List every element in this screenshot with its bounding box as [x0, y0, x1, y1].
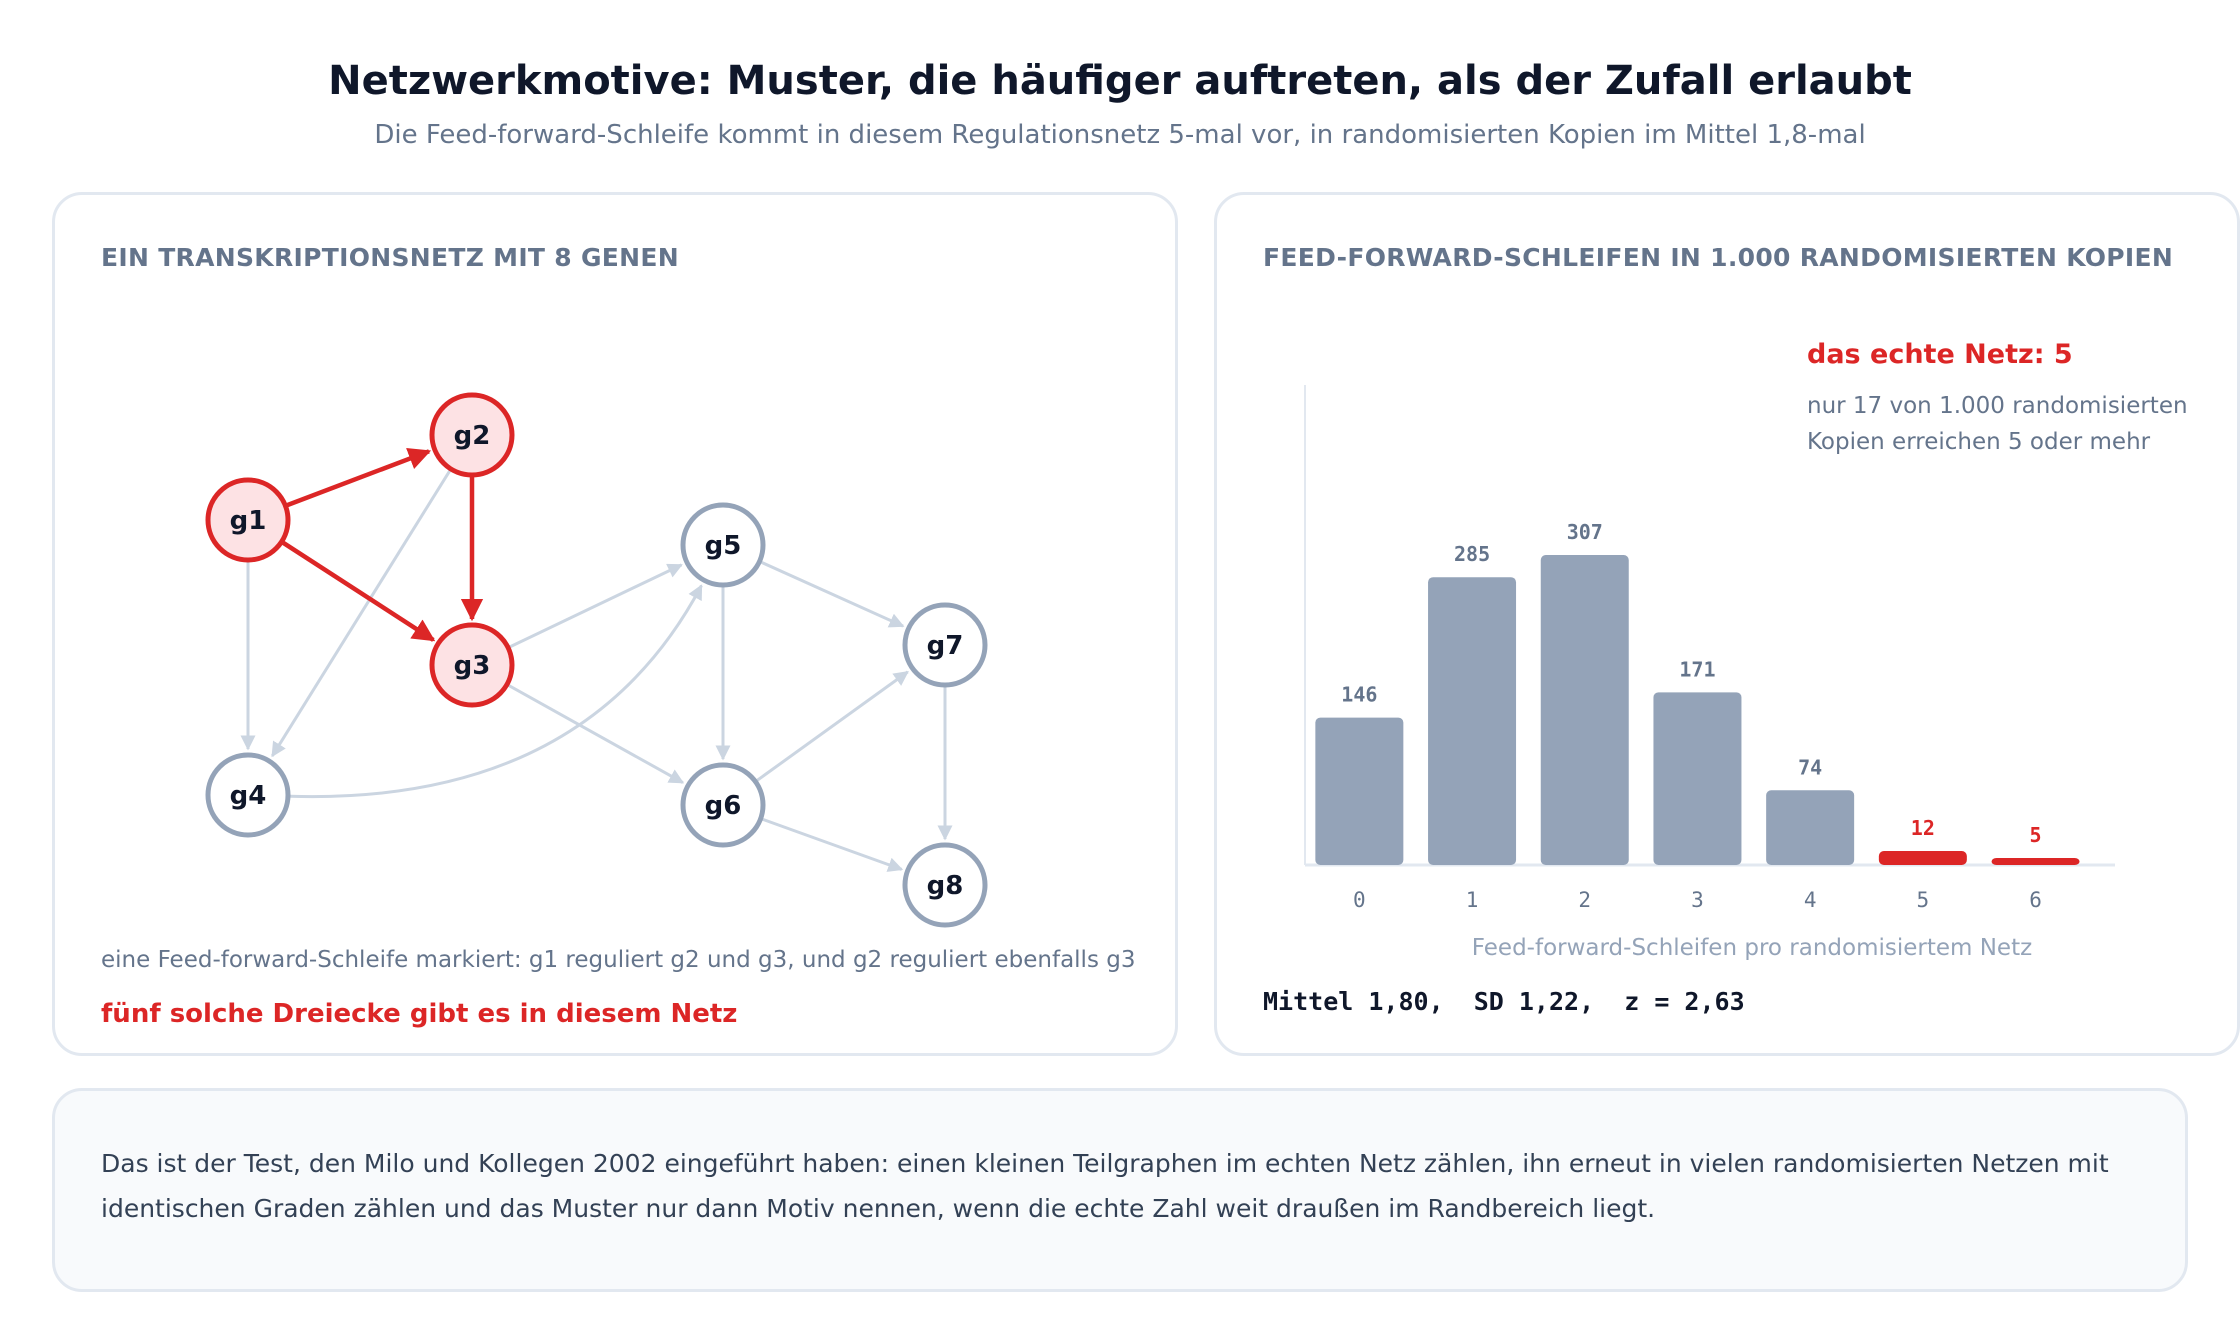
bar-4 [1766, 790, 1855, 865]
node-g4: g4 [205, 752, 291, 838]
real-network-annotation: das echte Netz: 5 [1807, 339, 2073, 370]
node-g3: g3 [429, 622, 515, 708]
network-caption: eine Feed-forward-Schleife markiert: g1 … [101, 947, 1136, 973]
bar-value-0: 146 [1341, 683, 1377, 707]
histogram-chart: 146 0 285 1 307 2 171 3 74 4 12 5 5 6 [1304, 385, 2115, 912]
edge-g5-g7 [760, 560, 905, 628]
network-emphasis: fünf solche Dreiecke gibt es in diesem N… [101, 999, 738, 1029]
x-axis-title: Feed-forward-Schleifen pro randomisierte… [1471, 935, 2033, 961]
node-g7: g7 [902, 602, 988, 688]
edge-g6-g7 [756, 670, 909, 782]
annotation-line-2: Kopien erreichen 5 oder mehr [1807, 429, 2151, 455]
node-label-g1: g1 [230, 506, 267, 536]
network-diagram: g1 g2 g3 g4 g5 g6 g7 g8 [205, 392, 988, 928]
bar-value-3: 171 [1679, 657, 1715, 681]
bar-value-4: 74 [1798, 755, 1822, 779]
node-g5: g5 [680, 502, 766, 588]
edge-g1-g2 [286, 447, 432, 508]
edge-g2-g4 [271, 469, 452, 758]
node-label-g4: g4 [230, 781, 267, 811]
x-tick-4: 4 [1804, 888, 1817, 912]
edge-g3-g5 [509, 563, 683, 649]
stats-summary: Mittel 1,80, SD 1,22, z = 2,63 [1263, 987, 1745, 1016]
x-tick-0: 0 [1353, 888, 1366, 912]
bar-2 [1540, 555, 1629, 865]
node-label-g6: g6 [705, 791, 742, 821]
chart-heading: FEED-FORWARD-SCHLEIFEN IN 1.000 RANDOMIS… [1263, 243, 2174, 272]
network-heading: EIN TRANSKRIPTIONSNETZ MIT 8 GENEN [101, 243, 680, 272]
node-label-g2: g2 [454, 421, 491, 451]
node-g6: g6 [680, 762, 766, 848]
node-label-g7: g7 [927, 631, 964, 661]
node-g8: g8 [902, 842, 988, 928]
bar-0 [1315, 717, 1404, 865]
x-tick-2: 2 [1578, 888, 1591, 912]
annotation-line-1: nur 17 von 1.000 randomisierten [1807, 393, 2188, 419]
node-g2: g2 [429, 392, 515, 478]
x-tick-5: 5 [1917, 888, 1930, 912]
bar-1 [1428, 577, 1517, 865]
node-g1: g1 [205, 477, 291, 563]
bar-value-2: 307 [1567, 520, 1603, 544]
bar-value-1: 285 [1454, 542, 1490, 566]
node-label-g8: g8 [927, 871, 964, 901]
explanation-text: Das ist der Test, den Milo und Kollegen … [101, 1149, 2109, 1223]
bar-5 [1878, 851, 1967, 865]
node-label-g5: g5 [705, 531, 742, 561]
edge-g1-g3 [282, 540, 436, 642]
node-label-g3: g3 [454, 651, 491, 681]
page-subtitle: Die Feed-forward-Schleife kommt in diese… [374, 120, 1866, 150]
explanation-card: Das ist der Test, den Milo und Kollegen … [52, 1088, 2188, 1292]
x-tick-3: 3 [1691, 888, 1704, 912]
x-tick-6: 6 [2029, 888, 2042, 912]
chart-card: FEED-FORWARD-SCHLEIFEN IN 1.000 RANDOMIS… [1214, 192, 2240, 1056]
x-tick-1: 1 [1466, 888, 1479, 912]
edge-g6-g8 [762, 817, 904, 872]
bar-6 [1991, 858, 2080, 865]
page-title: Netzwerkmotive: Muster, die häufiger auf… [328, 58, 1912, 104]
edge-g4-g5 [289, 584, 703, 799]
edge-g3-g6 [507, 684, 685, 784]
network-card: EIN TRANSKRIPTIONSNETZ MIT 8 GENEN g1 g2 g… [52, 192, 1178, 1056]
bar-value-6: 5 [2030, 823, 2042, 847]
bar-value-5: 12 [1911, 816, 1935, 840]
bar-3 [1653, 692, 1742, 865]
